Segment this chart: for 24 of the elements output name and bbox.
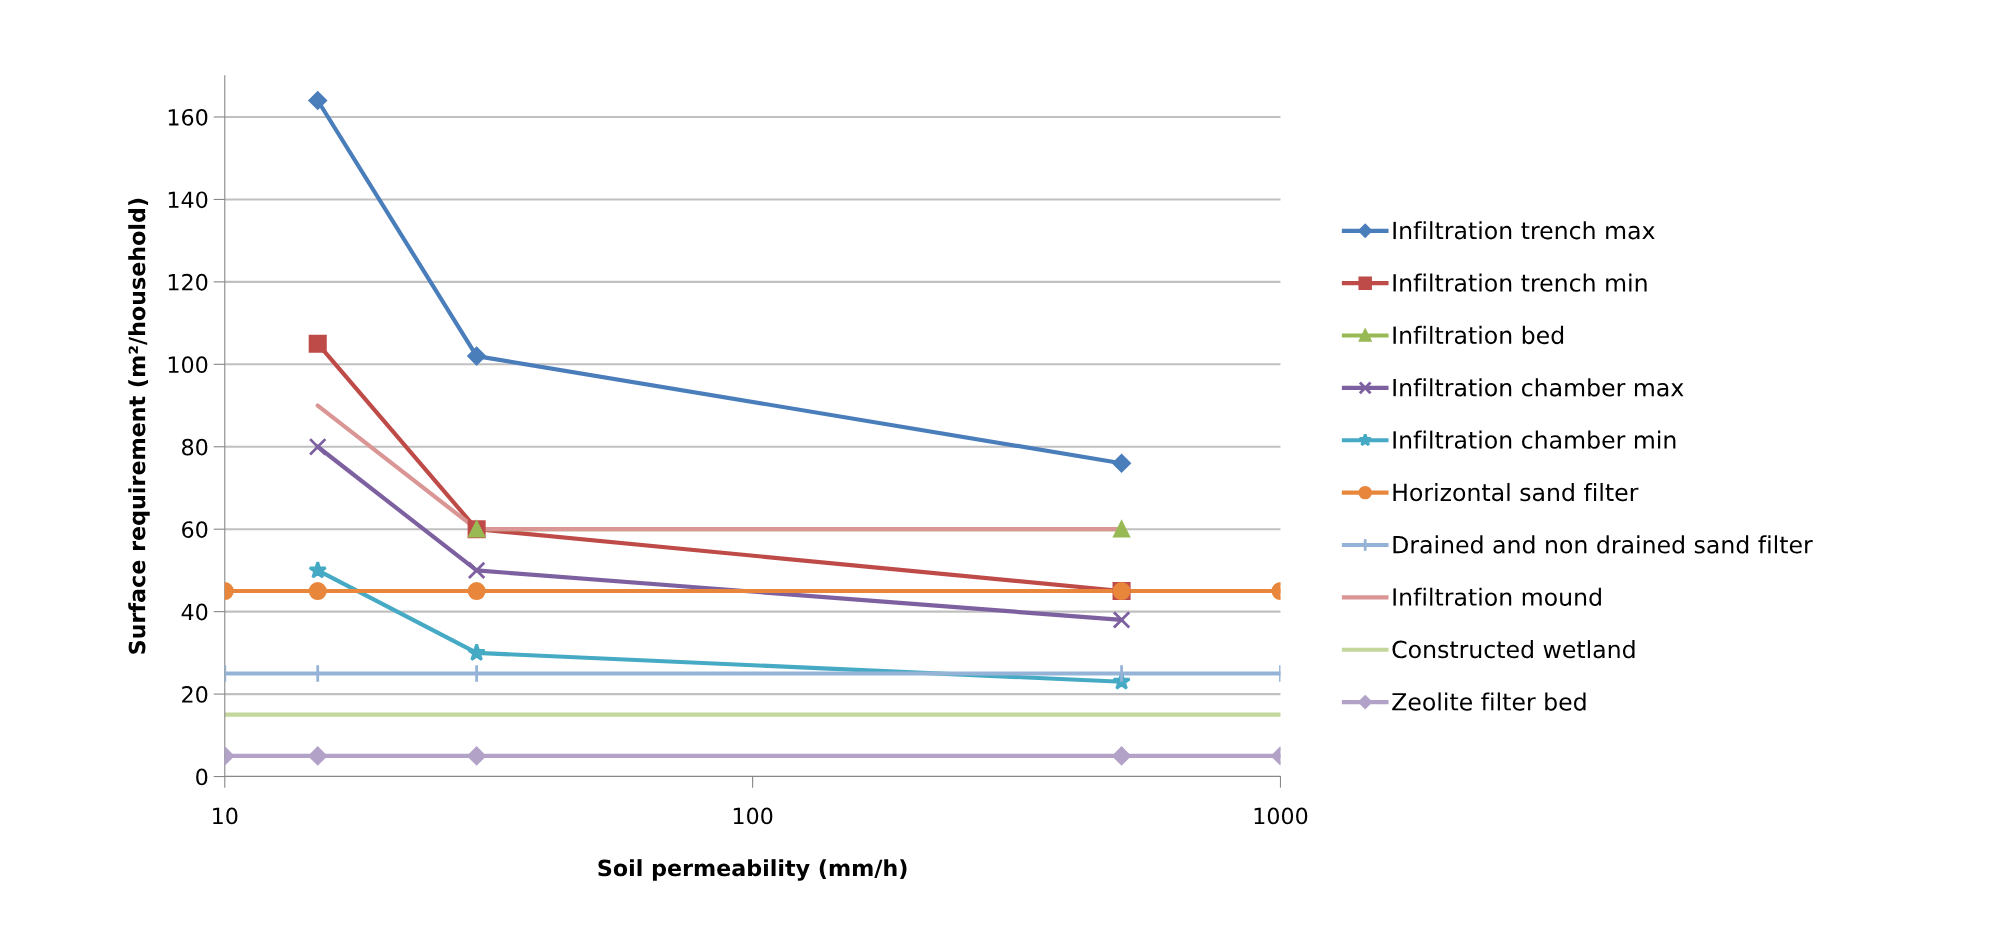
x-tick-label: 100 — [733, 807, 773, 825]
legend-label: Infiltration trench min — [1393, 273, 1647, 292]
y-tick-label: 40 — [181, 603, 208, 621]
legend-label: Infiltration trench max — [1393, 221, 1655, 240]
y-tick-label: 120 — [168, 273, 208, 291]
y-axis-title: Surface requirement (m²/household) — [128, 198, 150, 654]
y-tick-label: 60 — [182, 521, 208, 538]
legend-label: Constructed wetland — [1392, 640, 1635, 659]
y-tick-label: 0 — [196, 768, 208, 786]
legend-label: Drained and non drained sand filter — [1393, 535, 1813, 554]
legend-label: Horizontal sand filter — [1393, 482, 1639, 502]
legend-label: Infiltration bed — [1393, 325, 1564, 345]
legend-label: Infiltration chamber min — [1393, 430, 1676, 449]
y-tick-label: 140 — [168, 191, 208, 209]
y-tick-label: 20 — [182, 686, 208, 703]
legend-label: Infiltration mound — [1393, 587, 1601, 606]
x-tick-label: 1000 — [1254, 807, 1308, 825]
x-tick-label: 10 — [213, 807, 238, 825]
legend-label: Zeolite filter bed — [1392, 692, 1586, 711]
y-tick-label: 80 — [182, 438, 208, 456]
y-tick-label: 100 — [168, 356, 208, 374]
x-axis-title: Soil permeability (mm/h) — [598, 859, 907, 881]
legend-label: Infiltration chamber max — [1393, 378, 1684, 397]
y-tick-label: 160 — [168, 108, 208, 126]
